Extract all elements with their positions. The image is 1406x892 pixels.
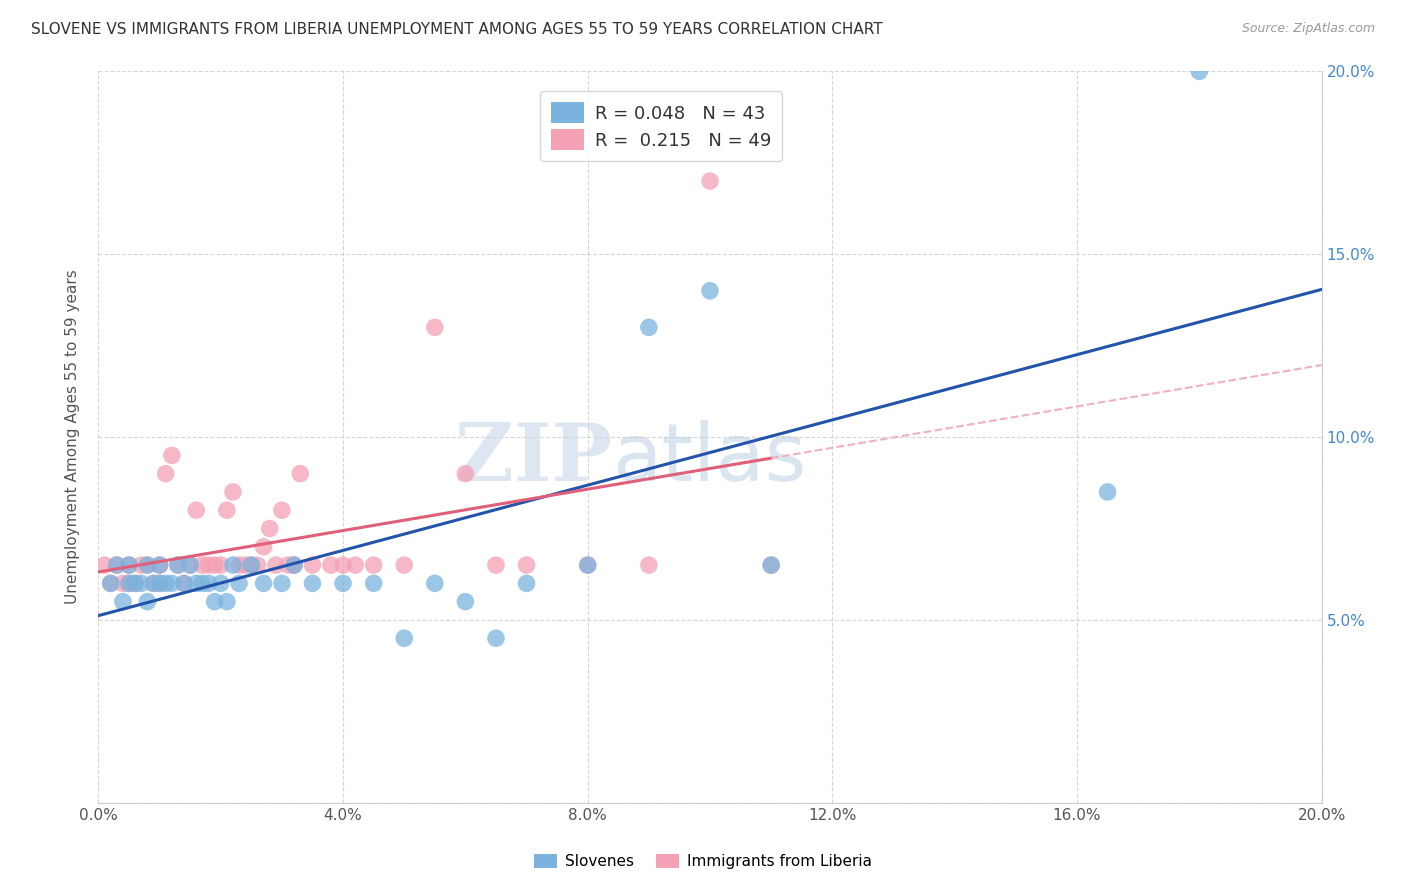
Point	[319, 558, 342, 573]
Point	[485, 632, 508, 646]
Point	[270, 576, 292, 591]
Y-axis label: Unemployment Among Ages 55 to 59 years: Unemployment Among Ages 55 to 59 years	[65, 269, 80, 605]
Point	[155, 467, 177, 481]
Point	[129, 558, 152, 573]
Point	[215, 594, 238, 608]
Point	[173, 576, 195, 591]
Point	[240, 558, 263, 573]
Point	[118, 576, 141, 591]
Point	[290, 467, 312, 481]
Text: atlas: atlas	[612, 420, 807, 498]
Point	[1097, 485, 1119, 500]
Point	[111, 594, 134, 608]
Point	[301, 558, 323, 573]
Point	[149, 558, 172, 573]
Point	[454, 594, 477, 608]
Point	[516, 558, 538, 573]
Text: SLOVENE VS IMMIGRANTS FROM LIBERIA UNEMPLOYMENT AMONG AGES 55 TO 59 YEARS CORREL: SLOVENE VS IMMIGRANTS FROM LIBERIA UNEMP…	[31, 22, 883, 37]
Point	[149, 576, 172, 591]
Point	[204, 558, 226, 573]
Point	[167, 558, 190, 573]
Point	[197, 576, 219, 591]
Point	[699, 174, 721, 188]
Point	[259, 521, 281, 535]
Point	[204, 594, 226, 608]
Point	[222, 558, 245, 573]
Point	[270, 503, 292, 517]
Point	[136, 558, 159, 573]
Point	[283, 558, 305, 573]
Point	[392, 632, 416, 646]
Point	[179, 558, 201, 573]
Point	[233, 558, 256, 573]
Text: ZIP: ZIP	[456, 420, 612, 498]
Legend: Slovenes, Immigrants from Liberia: Slovenes, Immigrants from Liberia	[527, 848, 879, 875]
Point	[111, 576, 134, 591]
Point	[516, 576, 538, 591]
Point	[423, 576, 446, 591]
Point	[240, 558, 263, 573]
Point	[209, 558, 232, 573]
Point	[252, 576, 274, 591]
Point	[118, 576, 141, 591]
Point	[759, 558, 782, 573]
Point	[160, 448, 183, 462]
Point	[186, 576, 208, 591]
Point	[155, 576, 177, 591]
Point	[246, 558, 269, 573]
Point	[93, 558, 115, 573]
Point	[332, 576, 354, 591]
Point	[485, 558, 508, 573]
Point	[191, 576, 214, 591]
Point	[105, 558, 128, 573]
Point	[100, 576, 122, 591]
Point	[344, 558, 367, 573]
Point	[454, 467, 477, 481]
Point	[179, 558, 201, 573]
Point	[759, 558, 782, 573]
Point	[100, 576, 122, 591]
Legend: R = 0.048   N = 43, R =  0.215   N = 49: R = 0.048 N = 43, R = 0.215 N = 49	[540, 91, 782, 161]
Point	[363, 558, 385, 573]
Point	[363, 576, 385, 591]
Point	[197, 558, 219, 573]
Point	[149, 558, 172, 573]
Point	[637, 558, 661, 573]
Point	[332, 558, 354, 573]
Point	[637, 320, 661, 334]
Point	[149, 576, 172, 591]
Point	[124, 576, 146, 591]
Point	[191, 558, 214, 573]
Point	[576, 558, 599, 573]
Point	[215, 503, 238, 517]
Point	[1188, 64, 1211, 78]
Point	[173, 576, 195, 591]
Point	[283, 558, 305, 573]
Point	[118, 558, 141, 573]
Point	[576, 558, 599, 573]
Point	[124, 576, 146, 591]
Point	[142, 576, 165, 591]
Point	[142, 576, 165, 591]
Point	[392, 558, 416, 573]
Point	[423, 320, 446, 334]
Point	[222, 485, 245, 500]
Point	[228, 558, 250, 573]
Point	[105, 558, 128, 573]
Point	[160, 576, 183, 591]
Point	[277, 558, 299, 573]
Point	[136, 558, 159, 573]
Point	[209, 576, 232, 591]
Point	[699, 284, 721, 298]
Point	[252, 540, 274, 554]
Point	[228, 576, 250, 591]
Point	[186, 503, 208, 517]
Point	[129, 576, 152, 591]
Point	[301, 576, 323, 591]
Point	[118, 558, 141, 573]
Text: Source: ZipAtlas.com: Source: ZipAtlas.com	[1241, 22, 1375, 36]
Point	[136, 594, 159, 608]
Point	[264, 558, 287, 573]
Point	[167, 558, 190, 573]
